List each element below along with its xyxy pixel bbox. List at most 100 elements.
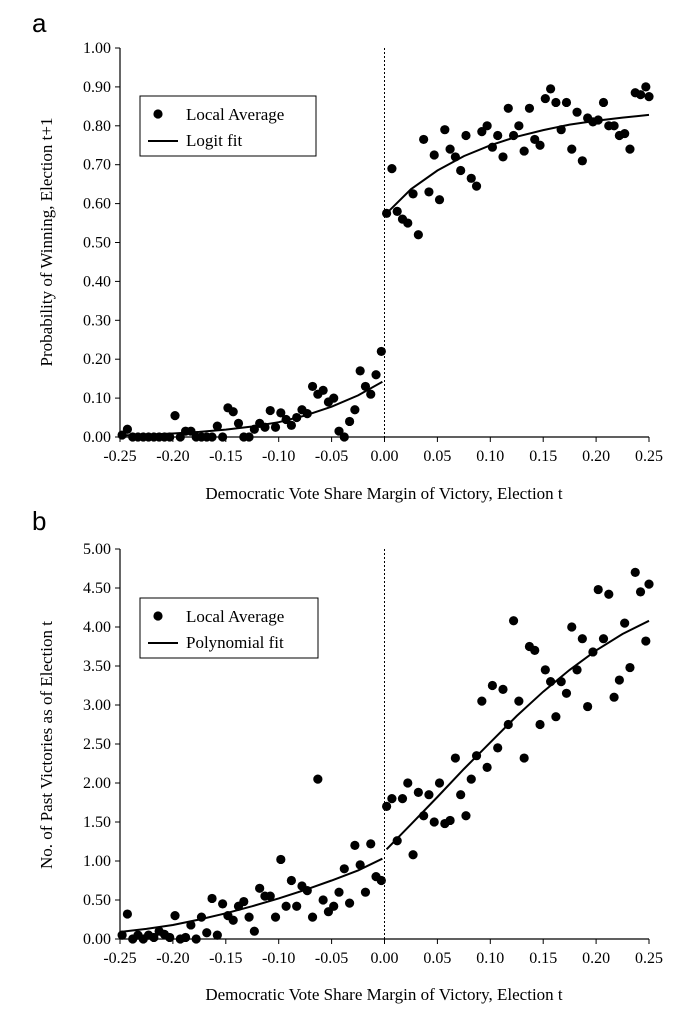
legend-marker-local-average-a	[153, 109, 163, 119]
data-point-b	[218, 899, 228, 909]
data-point-a	[493, 130, 503, 141]
data-point-b	[413, 787, 423, 797]
y-tick-label-b: 0.50	[83, 892, 111, 909]
data-point-a	[286, 420, 296, 430]
x-tick-label-b: -0.25	[103, 950, 136, 967]
data-point-a	[572, 107, 582, 117]
x-tick-label-b: -0.20	[156, 950, 189, 967]
x-tick-label-a: 0.10	[476, 448, 504, 465]
data-point-b	[635, 587, 646, 597]
data-point-b	[191, 934, 201, 944]
data-point-b	[334, 887, 344, 897]
data-point-a	[524, 103, 535, 113]
data-point-b	[360, 887, 371, 897]
data-point-b	[350, 840, 360, 851]
data-point-b	[641, 636, 651, 646]
data-point-b	[292, 901, 302, 911]
data-point-b	[366, 839, 376, 849]
data-point-b	[202, 928, 212, 938]
data-point-b	[408, 850, 418, 860]
x-axis-label-a: Democratic Vote Share Margin of Victory,…	[205, 484, 563, 503]
data-point-a	[609, 121, 619, 131]
data-point-b	[530, 645, 540, 656]
data-point-b	[207, 893, 217, 904]
data-point-a	[620, 128, 630, 139]
legend-label-local-average-b: Local Average	[186, 607, 284, 626]
panel-b: b 0.00 0.50 1.00 1.50 2.00 2.50 3.00 3.50 4.00 4.…	[32, 506, 663, 1004]
data-point-a	[350, 405, 360, 415]
y-tick-label-a: 0.20	[83, 351, 111, 368]
data-point-b	[387, 794, 397, 804]
data-point-a	[561, 97, 572, 108]
data-point-b	[614, 675, 624, 685]
data-point-a	[456, 165, 466, 176]
x-tick-label-b: 0.20	[582, 950, 610, 967]
data-point-a	[122, 424, 133, 434]
legend-label-fit-a: Logit fit	[186, 131, 242, 150]
data-point-a	[429, 150, 439, 160]
data-point-b	[593, 584, 603, 595]
y-tick-label-a: 0.60	[83, 196, 111, 213]
data-point-b	[276, 854, 286, 865]
data-point-b	[429, 817, 439, 827]
x-tick-label-a: 0.25	[635, 448, 663, 465]
x-tick-label-b: 0.25	[635, 950, 663, 967]
data-point-b	[450, 753, 460, 763]
y-tick-label-a: 0.70	[83, 157, 111, 174]
data-point-b	[228, 915, 238, 925]
y-tick-label-a: 0.50	[83, 235, 111, 252]
data-point-a	[644, 92, 654, 102]
fit-line-segment-b	[119, 857, 383, 933]
data-point-b	[397, 794, 408, 804]
y-tick-label-a: 0.30	[83, 312, 111, 329]
data-point-a	[519, 146, 529, 156]
data-point-b	[625, 662, 635, 673]
data-point-b	[551, 712, 561, 722]
data-point-b	[344, 898, 355, 908]
y-tick-label-b: 5.00	[83, 541, 111, 558]
data-point-b	[244, 912, 254, 922]
y-tick-label-b: 3.00	[83, 697, 111, 714]
data-point-a	[434, 195, 445, 205]
y-tick-label-b: 3.50	[83, 658, 111, 675]
data-point-a	[461, 130, 471, 141]
data-point-b	[265, 891, 275, 901]
data-point-a	[339, 432, 349, 442]
data-point-a	[366, 389, 376, 399]
x-tick-label-a: -0.20	[156, 448, 189, 465]
data-point-b	[339, 864, 349, 874]
data-point-b	[149, 932, 159, 943]
data-point-b	[212, 930, 222, 940]
data-point-b	[493, 743, 503, 753]
data-point-a	[207, 432, 217, 442]
data-point-a	[270, 422, 281, 432]
data-point-b	[170, 911, 180, 921]
data-point-b	[609, 692, 619, 702]
data-point-b	[561, 688, 572, 698]
data-point-a	[546, 84, 556, 94]
y-tick-label-b: 1.50	[83, 814, 111, 831]
x-tick-label-b: 0.10	[476, 950, 504, 967]
data-point-b	[376, 875, 386, 886]
data-point-b	[270, 912, 281, 922]
data-point-b	[508, 616, 519, 626]
data-point-b	[572, 665, 582, 675]
data-point-a	[530, 134, 540, 145]
data-point-a	[424, 187, 434, 197]
data-point-b	[487, 680, 498, 691]
data-point-a	[482, 121, 492, 131]
data-point-a	[635, 90, 646, 100]
data-point-a	[471, 181, 482, 191]
data-point-b	[630, 567, 640, 578]
data-point-a	[265, 405, 275, 416]
data-point-b	[165, 932, 175, 943]
data-point-a	[445, 144, 455, 154]
data-point-a	[466, 173, 476, 183]
y-tick-label-a: 0.90	[83, 79, 111, 96]
data-point-a	[371, 370, 381, 380]
data-point-a	[440, 125, 450, 135]
data-point-a	[334, 426, 344, 436]
data-point-b	[239, 896, 249, 907]
data-point-b	[535, 719, 545, 730]
